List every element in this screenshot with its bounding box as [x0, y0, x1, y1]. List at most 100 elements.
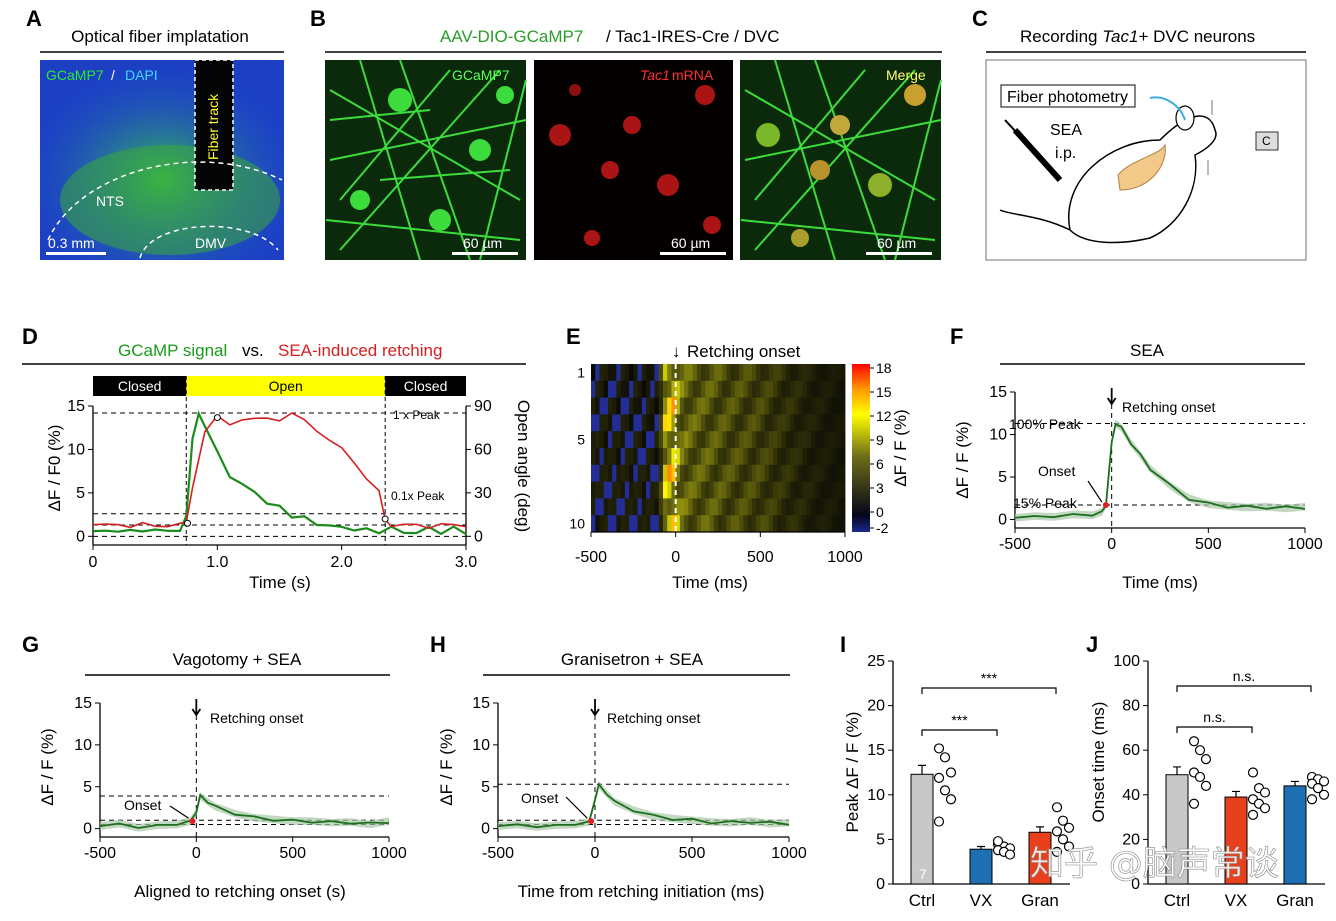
heatmap-cell	[798, 397, 804, 415]
heatmap-cell	[641, 481, 647, 499]
heatmap-cell	[794, 464, 799, 482]
heatmap-cell	[811, 397, 816, 415]
heatmap-cell	[811, 364, 816, 382]
heatmap-cell	[777, 448, 782, 466]
x-tick-label: 500	[679, 845, 706, 862]
heatmap-cell	[612, 414, 617, 432]
heatmap-cell	[688, 397, 693, 415]
heatmap-cell	[785, 448, 791, 466]
heatmap-cell	[840, 498, 846, 516]
heatmap-cell	[705, 397, 710, 415]
heatmap-cell	[607, 397, 613, 415]
y-tick-label-left: 15	[67, 398, 85, 415]
heatmap-cell	[713, 464, 719, 482]
heatmap-cell	[603, 414, 609, 432]
heatmap-cell	[806, 414, 812, 432]
data-point	[933, 816, 945, 827]
heatmap-cell	[785, 464, 791, 482]
heatmap-cell	[773, 515, 778, 533]
state-bar: Closed Open Closed	[93, 376, 466, 396]
heatmap-cell	[734, 481, 740, 499]
state-segment	[385, 376, 466, 396]
heatmap-cell	[722, 515, 727, 533]
colorbar-tick-label: 18	[876, 360, 892, 376]
heatmap-cell	[734, 414, 740, 432]
heatmap-cell	[713, 448, 719, 466]
heatmap-cell	[768, 448, 774, 466]
heatmap-cell	[612, 515, 617, 533]
heatmap-cell	[768, 380, 774, 398]
data-point	[1200, 754, 1212, 765]
heatmap-cell	[675, 464, 681, 482]
data-point	[1306, 794, 1318, 805]
heatmap-cell	[662, 414, 668, 432]
heatmap-cell	[641, 498, 647, 516]
y-tick-label-right: 60	[474, 441, 492, 458]
panel-b-title-green: AAV-DIO-GCaMP7	[440, 27, 583, 46]
dmv-label: DMV	[195, 235, 227, 251]
panel-b-title-rest: / Tac1-IRES-Cre / DVC	[606, 27, 780, 46]
scale-bar-label-b2: 60 µm	[671, 235, 710, 251]
x-tick-label: 0	[591, 845, 600, 862]
heatmap-cell	[756, 481, 761, 499]
heatmap-cell	[650, 380, 655, 398]
heatmap-cell	[616, 515, 622, 533]
heatmap-cell	[696, 464, 702, 482]
heatmap-cell	[696, 515, 702, 533]
heatmap-cell	[684, 515, 689, 533]
heatmap-cell	[739, 464, 744, 482]
y-tick-label: 5	[83, 779, 92, 796]
heatmap-cell	[684, 364, 689, 382]
heatmap-cell	[751, 380, 757, 398]
heatmap-cell	[662, 448, 668, 466]
heatmap-cell	[794, 414, 799, 432]
heatmap-cell	[751, 431, 757, 449]
heatmap-cell	[756, 364, 761, 382]
heatmap-cell	[743, 380, 749, 398]
heatmap-cell	[794, 431, 799, 449]
heatmap-cell	[773, 481, 778, 499]
panel-label-f: F	[950, 324, 963, 349]
x-tick-label: 0	[89, 554, 98, 571]
heatmap-cell	[624, 431, 630, 449]
onset-pointer	[169, 805, 189, 819]
heatmap-cell	[819, 380, 825, 398]
series-line-open-angle	[92, 412, 467, 530]
heatmap-cell	[751, 481, 757, 499]
heatmap-cell	[781, 380, 787, 398]
heatmap-cell	[641, 414, 647, 432]
y-tick-label: 10	[867, 787, 885, 804]
heatmap-cell	[709, 431, 715, 449]
heatmap-cell	[599, 397, 605, 415]
heatmap-cell	[743, 431, 749, 449]
onset-pointer	[565, 796, 588, 819]
onset-arrow	[590, 699, 600, 717]
heatmap-cell	[599, 464, 605, 482]
heatmap-cell	[819, 431, 825, 449]
heatmap-cell	[773, 431, 778, 449]
panel-h-title: Granisetron + SEA	[561, 650, 704, 669]
heatmap-cell	[730, 464, 736, 482]
heatmap-cell	[607, 498, 613, 516]
heatmap-cell	[709, 397, 715, 415]
heatmap-cell	[730, 431, 736, 449]
heatmap-cell	[718, 364, 723, 382]
heatmap-cell	[806, 397, 812, 415]
heatmap-cell	[836, 397, 842, 415]
heatmap-cell	[734, 364, 740, 382]
heatmap-cell	[773, 498, 778, 516]
heatmap-cell	[658, 397, 664, 415]
heatmap-cell	[595, 380, 600, 398]
heatmap-cell	[701, 397, 706, 415]
panel-label-h: H	[430, 632, 446, 657]
heatmap-cell	[705, 414, 710, 432]
x-tick-label: 1000	[371, 845, 407, 862]
heatmap-cell	[654, 498, 660, 516]
heatmap-cell	[675, 448, 681, 466]
heatmap-cell	[641, 448, 647, 466]
y-tick-label: 15	[989, 384, 1007, 401]
heatmap-cell	[595, 431, 600, 449]
heatmap-cell	[629, 481, 634, 499]
heatmap-cell	[591, 515, 596, 533]
heatmap-cell	[798, 498, 804, 516]
